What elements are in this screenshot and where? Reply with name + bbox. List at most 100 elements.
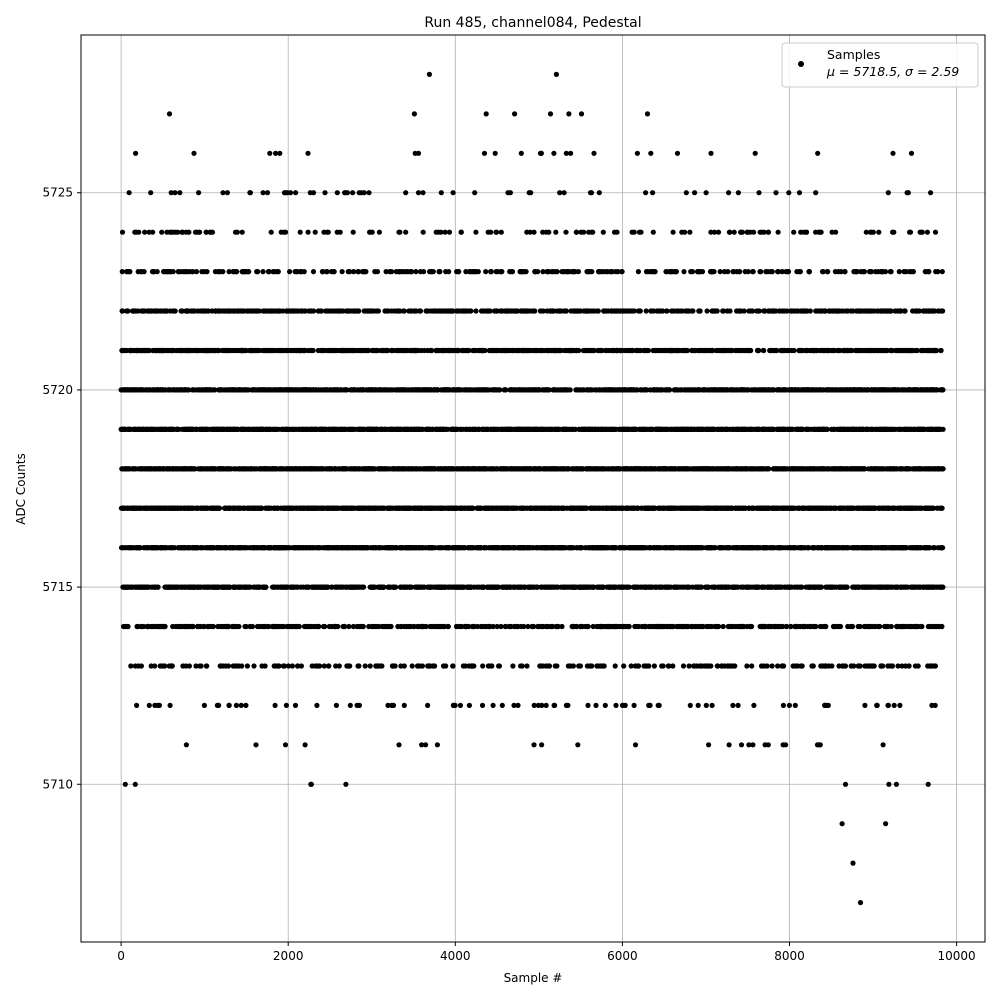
data-point (772, 584, 779, 590)
data-point (275, 584, 281, 590)
data-point (385, 584, 391, 590)
data-point (540, 623, 546, 630)
data-point (257, 623, 263, 630)
data-point (597, 545, 603, 551)
data-point (593, 702, 599, 709)
data-point (282, 742, 289, 748)
data-point (343, 584, 349, 590)
data-point (360, 545, 366, 551)
data-point (227, 545, 233, 551)
data-point (696, 505, 702, 511)
data-point (903, 505, 910, 511)
data-point (568, 150, 574, 156)
data-point (277, 150, 283, 156)
data-point (474, 545, 480, 551)
data-point (735, 702, 741, 709)
data-point (515, 702, 521, 709)
data-point (646, 584, 653, 590)
data-point (725, 663, 731, 669)
data-point (466, 663, 472, 669)
data-point (134, 623, 140, 630)
data-point (450, 702, 457, 709)
data-point (413, 545, 419, 551)
data-point (293, 623, 299, 630)
data-point (183, 742, 189, 748)
data-point (589, 545, 596, 551)
data-point (876, 505, 882, 511)
data-point (687, 545, 693, 551)
data-point (272, 702, 278, 709)
data-point (288, 505, 295, 511)
data-point (770, 505, 777, 511)
data-point (674, 150, 681, 156)
data-point (343, 505, 349, 511)
data-point (613, 702, 619, 709)
data-point (845, 505, 851, 511)
data-point (369, 584, 375, 590)
data-point (445, 584, 451, 590)
data-point (838, 584, 844, 590)
data-point (646, 702, 652, 709)
data-point (697, 623, 703, 630)
data-point (844, 545, 851, 551)
data-point (189, 623, 196, 630)
data-point (403, 505, 409, 511)
data-point (832, 505, 839, 511)
data-point (760, 545, 766, 551)
data-point (745, 545, 752, 551)
data-point (867, 623, 874, 630)
data-point (839, 821, 845, 827)
data-point (883, 505, 889, 511)
data-point (266, 623, 272, 630)
data-point (343, 781, 349, 787)
data-point (645, 505, 651, 511)
data-point (612, 663, 618, 669)
data-point (515, 584, 521, 590)
data-point (889, 663, 895, 669)
data-point (304, 584, 310, 590)
data-point (285, 663, 292, 669)
data-point (308, 781, 314, 787)
data-point (475, 505, 481, 511)
data-point (917, 545, 923, 551)
data-point (262, 623, 268, 630)
data-point (765, 505, 771, 511)
data-point (236, 623, 242, 630)
data-point (320, 623, 327, 630)
data-point (125, 505, 131, 511)
data-point (651, 663, 658, 669)
data-point (706, 742, 712, 748)
data-point (345, 663, 351, 669)
data-point (483, 111, 489, 117)
data-point (486, 545, 492, 551)
data-point (362, 663, 368, 669)
data-point (705, 623, 711, 630)
data-point (383, 623, 389, 630)
data-point (880, 742, 886, 748)
data-point (746, 742, 752, 748)
data-point (780, 702, 787, 709)
data-point (542, 584, 548, 590)
data-point (317, 663, 323, 669)
data-point (815, 545, 821, 551)
data-point (499, 702, 505, 709)
data-point (585, 702, 591, 709)
data-point (783, 623, 789, 630)
data-point (855, 663, 861, 669)
data-point (746, 584, 752, 590)
data-point (172, 505, 178, 511)
data-point (204, 663, 210, 669)
data-point (289, 663, 295, 669)
data-point (642, 584, 649, 590)
data-point (684, 623, 690, 630)
data-point (270, 623, 276, 630)
data-point (903, 584, 909, 590)
data-point (209, 545, 215, 551)
data-point (886, 781, 892, 787)
data-point (313, 584, 319, 590)
data-point (226, 702, 232, 709)
data-point (798, 663, 804, 669)
data-point (656, 702, 662, 709)
data-point (234, 663, 240, 669)
data-point (329, 584, 335, 590)
